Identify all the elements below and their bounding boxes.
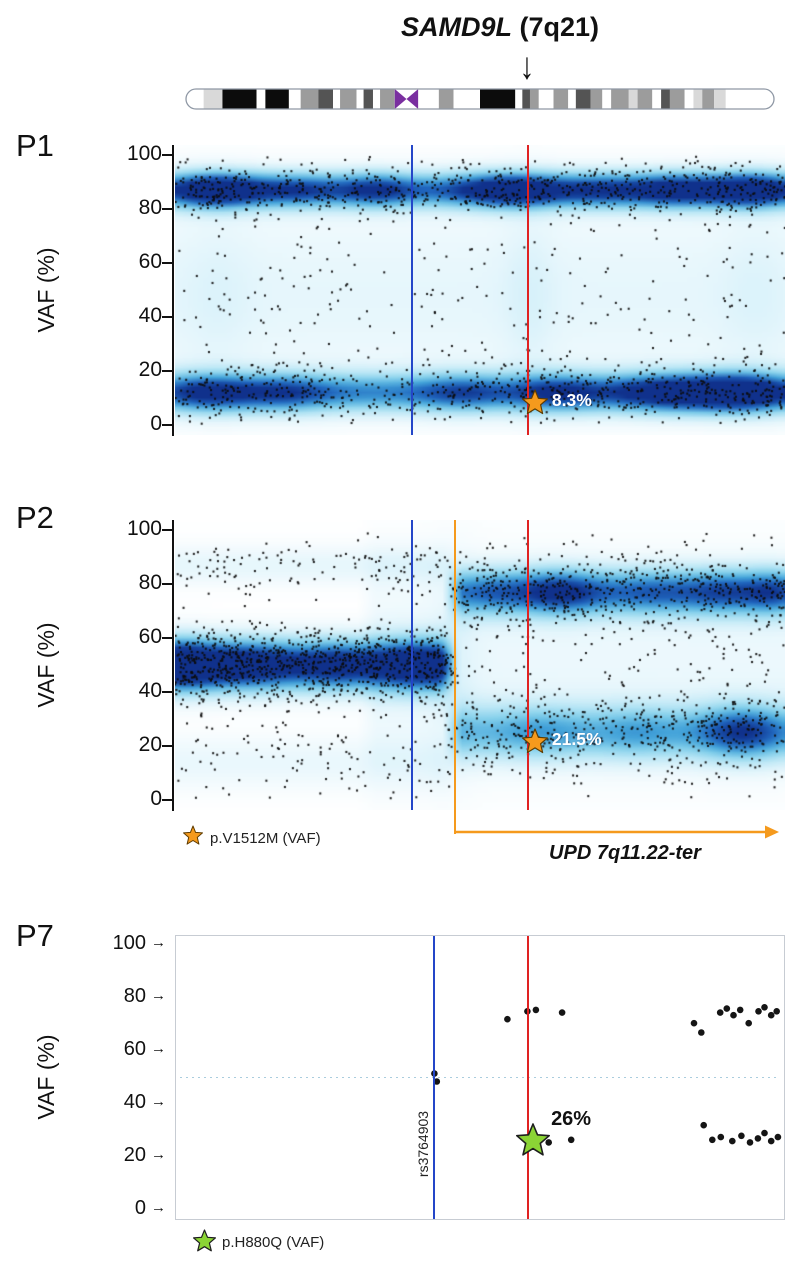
P2-ytickmark-20 (162, 744, 173, 748)
P2-ytickmark-0 (162, 798, 173, 802)
p1-density-plot (175, 145, 785, 435)
chromosome7-ideogram (185, 88, 775, 110)
P7-ytick-40: 40 (123, 1091, 146, 1113)
p1-y-axis-line (172, 145, 174, 436)
P7-ytick-arrow-60: → (151, 1040, 166, 1057)
P1-ytickmark-100 (162, 153, 173, 157)
P2-ytickmark-40 (162, 690, 173, 694)
P1-ytick-60: 60 (138, 250, 162, 273)
P7-ytick-80: 80 (123, 985, 146, 1007)
p7-star-vaf-value: 26% (551, 1108, 592, 1131)
gene-position-arrow-icon: ↓ (519, 46, 535, 88)
p1-y-axis-title: VAF (%) (33, 247, 59, 333)
p1-samd9l-line (526, 145, 530, 435)
panel-p1-label: P1 (16, 128, 54, 163)
P2-ytick-80: 80 (138, 571, 162, 594)
P1-ytick-40: 40 (138, 304, 162, 327)
P2-ytick-60: 60 (138, 625, 162, 648)
P1-ytickmark-80 (162, 207, 173, 211)
p2-blue-marker-line (411, 520, 414, 810)
P1-ytickmark-40 (162, 315, 173, 319)
P7-ytick-arrow-100: → (151, 934, 166, 951)
p2-upd-start-line (453, 520, 457, 834)
P1-ytick-0: 0 (150, 412, 162, 435)
p1-variant-star-icon (521, 388, 548, 414)
locus-text: (7q21) (511, 12, 600, 42)
upd-extent-arrow-icon (455, 825, 779, 839)
P2-ytickmark-60 (162, 636, 173, 640)
P1-ytickmark-20 (162, 369, 173, 373)
p7-rs-id-label: rs3764903 (415, 1110, 431, 1178)
P2-ytickmark-80 (162, 582, 173, 586)
panel-p7-label: P7 (16, 918, 54, 953)
p2-variant-star-icon (521, 728, 548, 754)
P7-ytick-0: 0 (134, 1197, 146, 1219)
P1-ytick-100: 100 (126, 142, 162, 165)
P1-ytick-20: 20 (138, 358, 162, 381)
p1-star-vaf-value: 8.3% (551, 389, 592, 410)
orange-star-legend-icon (183, 825, 203, 845)
panel-p2-label: P2 (16, 500, 54, 535)
P1-ytickmark-60 (162, 261, 173, 265)
P1-ytick-80: 80 (138, 196, 162, 219)
p2-y-axis-title: VAF (%) (33, 622, 59, 708)
p2-samd9l-line (526, 520, 530, 810)
P7-ytick-arrow-40: → (151, 1093, 166, 1110)
p7-blue-marker-line (433, 936, 436, 1219)
green-star-legend-icon (192, 1228, 216, 1251)
P2-ytick-100: 100 (126, 517, 162, 540)
figure-title: SAMD9L (7q21) (280, 12, 720, 43)
p1-blue-marker-line (411, 145, 414, 435)
p7-y-axis-title: VAF (%) (33, 1034, 59, 1120)
p2-legend-text: p.V1512M (VAF) (210, 830, 321, 847)
upd-region-label: UPD 7q11.22-ter (549, 842, 701, 864)
P7-ytick-arrow-0: → (151, 1199, 166, 1216)
p2-density-plot (175, 520, 785, 810)
p2-star-vaf-value: 21.5% (551, 728, 602, 749)
P2-ytick-0: 0 (150, 787, 162, 810)
gene-name: SAMD9L (400, 12, 512, 42)
P7-ytick-20: 20 (123, 1144, 146, 1166)
P2-ytickmark-100 (162, 528, 173, 532)
P2-ytick-40: 40 (138, 679, 162, 702)
P7-ytick-arrow-20: → (151, 1146, 166, 1163)
p7-scatter-points (180, 1004, 782, 1146)
P1-ytickmark-0 (162, 423, 173, 427)
p7-legend-text: p.H880Q (VAF) (222, 1234, 325, 1251)
p7-samd9l-line (526, 936, 530, 1219)
p7-plot-area (175, 935, 785, 1220)
P7-ytick-100: 100 (112, 932, 146, 954)
p7-variant-star-icon (516, 1123, 551, 1156)
P7-ytick-60: 60 (123, 1038, 146, 1060)
P2-ytick-20: 20 (138, 733, 162, 756)
p2-y-axis-line (172, 520, 174, 811)
P7-ytick-arrow-80: → (151, 987, 166, 1004)
